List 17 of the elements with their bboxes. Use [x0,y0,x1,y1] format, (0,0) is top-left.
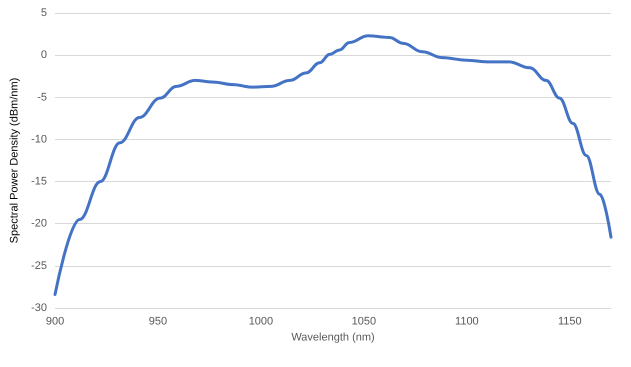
line-series [54,34,612,296]
x-tick-label: 950 [148,316,168,328]
x-axis-title: Wavelength (nm) [291,332,375,344]
y-tick-label: -5 [37,91,47,104]
y-tick-label: 5 [40,7,47,19]
x-tick-label: 1000 [248,316,274,328]
y-tick-label: -25 [31,260,47,272]
x-tick-label: 900 [46,316,64,328]
x-tick-label: 1100 [455,316,479,328]
y-tick-label: -10 [31,133,47,146]
x-tick-label: 1150 [558,316,582,328]
y-tick-label: -30 [31,302,47,314]
x-tick-label: 1050 [352,316,376,328]
y-axis-title: Spectral Power Density (dBm/nm) [8,78,21,244]
y-tick-label: -20 [31,218,47,230]
y-tick-label: -15 [31,176,47,188]
y-tick-label: 0 [40,49,47,62]
